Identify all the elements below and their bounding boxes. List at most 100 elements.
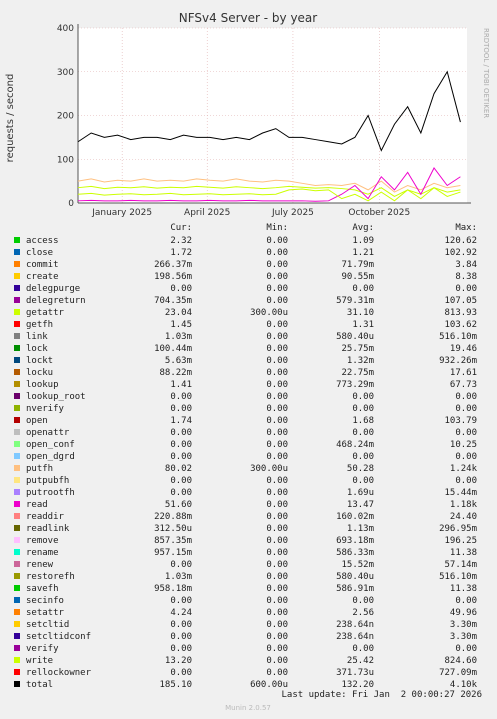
y-axis-label: requests / second xyxy=(5,74,16,163)
legend-min: 0.00 xyxy=(266,488,288,498)
legend-swatch xyxy=(14,369,20,375)
legend-max: 24.40 xyxy=(450,512,477,522)
legend-min: 0.00 xyxy=(266,260,288,270)
legend-name: open_conf xyxy=(26,440,75,450)
legend-min: 0.00 xyxy=(266,572,288,582)
legend-avg: 90.55m xyxy=(341,272,374,282)
legend-swatch xyxy=(14,537,20,543)
x-tick-label: October 2025 xyxy=(348,208,410,218)
legend-max: 0.00 xyxy=(455,284,477,294)
legend-cur: 220.88m xyxy=(154,512,192,522)
legend-name: openattr xyxy=(26,428,70,438)
legend-min: 0.00 xyxy=(266,548,288,558)
legend-name: setcltidconf xyxy=(26,632,91,642)
legend-swatch xyxy=(14,585,20,591)
legend-max: 103.62 xyxy=(444,320,477,330)
legend-min: 0.00 xyxy=(266,344,288,354)
legend-swatch xyxy=(14,501,20,507)
legend-max: 1.18k xyxy=(450,500,478,510)
legend-cur: 0.00 xyxy=(170,596,192,606)
legend-min: 0.00 xyxy=(266,332,288,342)
legend-avg: 586.91m xyxy=(336,584,374,594)
legend-name: rellockowner xyxy=(26,668,92,678)
last-update: Last update: Fri Jan 2 00:00:27 2026 xyxy=(282,690,482,700)
legend-avg: 0.00 xyxy=(352,404,374,414)
legend-swatch xyxy=(14,405,20,411)
legend-cur: 0.00 xyxy=(170,392,192,402)
legend-min: 0.00 xyxy=(266,404,288,414)
legend-name: getattr xyxy=(26,308,65,318)
legend-avg: 1.32m xyxy=(347,356,374,366)
legend-max: 0.00 xyxy=(455,404,477,414)
legend-avg: 0.00 xyxy=(352,392,374,402)
legend-cur: 1.74 xyxy=(170,416,192,426)
legend-cur: 958.18m xyxy=(154,584,192,594)
legend-header: Avg: xyxy=(352,223,374,233)
side-text: RRDTOOL / TOBI OETIKER xyxy=(482,28,490,118)
legend-max: 49.96 xyxy=(450,608,477,618)
legend-swatch xyxy=(14,453,20,459)
legend-cur: 100.44m xyxy=(154,344,192,354)
legend-max: 296.95m xyxy=(439,524,477,534)
legend-name: locku xyxy=(26,368,53,378)
legend-min: 0.00 xyxy=(266,524,288,534)
legend-name: link xyxy=(26,332,48,342)
version: Munin 2.0.57 xyxy=(225,704,271,712)
legend-max: 4.10k xyxy=(450,680,478,690)
legend-cur: 0.00 xyxy=(170,404,192,414)
legend-swatch xyxy=(14,657,20,663)
legend-cur: 1.45 xyxy=(170,320,192,330)
legend-swatch xyxy=(14,261,20,267)
legend-cur: 1.03m xyxy=(165,332,192,342)
legend-max: 17.61 xyxy=(450,368,477,378)
legend-cur: 1.41 xyxy=(170,380,192,390)
legend-max: 19.46 xyxy=(450,344,477,354)
legend-min: 0.00 xyxy=(266,440,288,450)
legend-swatch xyxy=(14,621,20,627)
x-tick-label: July 2025 xyxy=(271,208,314,218)
x-tick-label: January 2025 xyxy=(91,208,152,218)
legend-cur: 0.00 xyxy=(170,428,192,438)
legend-avg: 579.31m xyxy=(336,296,374,306)
legend-min: 0.00 xyxy=(266,584,288,594)
y-tick-label: 200 xyxy=(57,112,74,122)
legend-swatch xyxy=(14,549,20,555)
legend-min: 0.00 xyxy=(266,380,288,390)
series-line xyxy=(77,178,461,193)
legend-min: 300.00u xyxy=(250,308,288,318)
legend-min: 0.00 xyxy=(266,536,288,546)
legend-swatch xyxy=(14,417,20,423)
legend-min: 0.00 xyxy=(266,644,288,654)
legend-swatch xyxy=(14,597,20,603)
y-tick-label: 0 xyxy=(68,199,74,209)
legend-max: 1.24k xyxy=(450,464,478,474)
legend-max: 932.26m xyxy=(439,356,477,366)
legend-name: renew xyxy=(26,560,54,570)
legend-avg: 132.20 xyxy=(341,680,374,690)
legend-name: restorefh xyxy=(26,572,75,582)
legend-min: 0.00 xyxy=(266,620,288,630)
legend-name: lookup xyxy=(26,380,59,390)
legend-avg: 0.00 xyxy=(352,596,374,606)
legend-min: 0.00 xyxy=(266,428,288,438)
legend-swatch xyxy=(14,645,20,651)
series-line xyxy=(77,167,461,202)
legend-swatch xyxy=(14,513,20,519)
legend-min: 0.00 xyxy=(266,272,288,282)
legend-cur: 0.00 xyxy=(170,488,192,498)
legend-cur: 51.60 xyxy=(165,500,192,510)
legend-max: 11.38 xyxy=(450,584,477,594)
legend-max: 103.79 xyxy=(444,416,477,426)
legend-avg: 1.69u xyxy=(347,488,374,498)
legend-min: 0.00 xyxy=(266,356,288,366)
legend-min: 0.00 xyxy=(266,296,288,306)
legend-cur: 957.15m xyxy=(154,548,192,558)
legend-cur: 0.00 xyxy=(170,452,192,462)
series-line xyxy=(77,185,461,198)
legend-name: readdir xyxy=(26,512,65,522)
y-tick-label: 400 xyxy=(57,24,74,34)
legend-max: 196.25 xyxy=(444,536,477,546)
legend-max: 0.00 xyxy=(455,392,477,402)
legend-swatch xyxy=(14,333,20,339)
legend-name: verify xyxy=(26,644,59,654)
